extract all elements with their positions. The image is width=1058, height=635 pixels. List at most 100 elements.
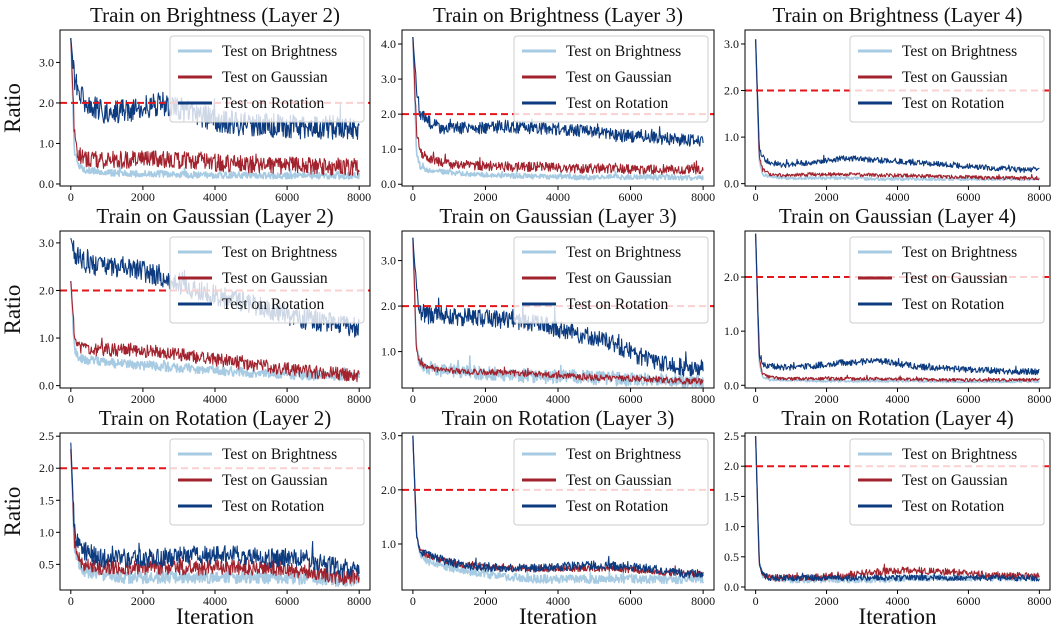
legend-label: Test on Gaussian [902, 472, 1008, 489]
y-tick-label: 3.0 [381, 72, 396, 86]
x-tick-label: 0 [68, 392, 74, 406]
subplot: Train on Gaussian (Layer 4) 0 2000 4000 6000… [724, 204, 1051, 406]
x-tick-label: 0 [753, 594, 759, 608]
series-group [412, 237, 704, 388]
x-tick-label: 8000 [1027, 392, 1051, 406]
x-tick-label: 4000 [546, 594, 570, 608]
legend-label: Test on Gaussian [566, 69, 672, 86]
series-line-brightness [70, 38, 360, 180]
y-tick-label: 1.0 [724, 130, 739, 144]
legend-label: Test on Gaussian [566, 270, 672, 287]
y-tick-label: 2.5 [724, 429, 739, 443]
legend: Test on Brightness Test on Gaussian Test o… [169, 438, 365, 526]
series-line-brightness [412, 435, 704, 585]
subplot: Train on Brightness (Layer 4) 0 2000 4000 60… [724, 3, 1051, 204]
x-tick-label: 6000 [619, 392, 643, 406]
x-tick-label: 4000 [546, 392, 570, 406]
x-tick-label: 2000 [815, 594, 839, 608]
x-tick-label: 4000 [203, 190, 227, 204]
y-tick-label: 2.0 [724, 84, 739, 98]
legend: Test on Brightness Test on Gaussian Test o… [513, 35, 709, 123]
y-tick-label: 0.0 [724, 177, 739, 191]
x-tick-label: 2000 [473, 392, 497, 406]
x-axis-label: Iteration [859, 604, 937, 629]
x-axis-label: Iteration [519, 604, 597, 629]
legend-label: Test on Rotation [222, 498, 324, 515]
y-tick-label: 1.0 [381, 345, 396, 359]
y-axis-label: Ratio [0, 285, 25, 335]
legend-label: Test on Gaussian [566, 472, 672, 489]
legend-box [169, 438, 365, 526]
legend-label: Test on Rotation [902, 296, 1004, 313]
x-tick-label: 2000 [131, 392, 155, 406]
y-tick-label: 3.0 [39, 55, 54, 69]
series-line-rotation [755, 435, 1040, 582]
series-line-brightness [412, 237, 704, 388]
subplot-title: Train on Rotation (Layer 4) [781, 406, 1014, 430]
x-tick-label: 2000 [815, 392, 839, 406]
subplot-title: Train on Rotation (Layer 3) [442, 406, 675, 430]
x-tick-label: 6000 [956, 392, 980, 406]
y-tick-label: 2.0 [381, 107, 396, 121]
y-tick-label: 2.0 [724, 459, 739, 473]
x-tick-label: 0 [753, 190, 759, 204]
series-line-rotation [70, 442, 360, 578]
y-tick-label: 2.0 [39, 96, 54, 110]
x-tick-label: 6000 [619, 594, 643, 608]
y-tick-label: 3.0 [724, 37, 739, 51]
x-tick-label: 8000 [691, 392, 715, 406]
legend-label: Test on Rotation [222, 296, 324, 313]
series-line-gaussian [755, 39, 1040, 181]
y-tick-label: 2.0 [381, 299, 396, 313]
x-tick-label: 2000 [131, 594, 155, 608]
series-line-gaussian [412, 36, 704, 175]
legend: Test on Brightness Test on Gaussian Test o… [513, 438, 709, 526]
x-tick-label: 8000 [1027, 190, 1051, 204]
series-group [754, 39, 1040, 182]
series-line-brightness [754, 233, 1040, 384]
subplot-title: Train on Brightness (Layer 3) [433, 3, 683, 27]
series-line-rotation [412, 237, 704, 377]
x-tick-label: 4000 [886, 190, 910, 204]
y-tick-label: 2.0 [39, 283, 54, 297]
legend-label: Test on Brightness [566, 43, 681, 60]
x-tick-label: 6000 [275, 594, 299, 608]
legend-box [849, 35, 1045, 123]
legend-label: Test on Brightness [902, 446, 1017, 463]
legend: Test on Brightness Test on Gaussian Test o… [849, 35, 1045, 123]
x-tick-label: 2000 [815, 190, 839, 204]
series-group [70, 442, 360, 587]
x-tick-label: 6000 [956, 594, 980, 608]
x-tick-label: 2000 [473, 594, 497, 608]
series-line-gaussian [70, 38, 360, 177]
subplot: Train on Rotation (Layer 2) Ratio Iteratio… [0, 406, 371, 629]
y-axis-label: Ratio [0, 83, 25, 133]
legend-label: Test on Gaussian [902, 270, 1008, 287]
y-tick-label: 0.0 [724, 378, 739, 392]
x-tick-label: 4000 [546, 190, 570, 204]
legend-label: Test on Rotation [902, 498, 1004, 515]
legend-box [513, 35, 709, 123]
y-tick-label: 0.5 [39, 557, 54, 571]
subplot-title: Train on Gaussian (Layer 4) [779, 204, 1016, 228]
y-tick-label: 2.0 [724, 270, 739, 284]
legend-label: Test on Gaussian [222, 270, 328, 287]
y-tick-label: 2.0 [381, 483, 396, 497]
y-tick-label: 2.5 [39, 429, 54, 443]
y-tick-label: 3.0 [39, 236, 54, 250]
legend: Test on Brightness Test on Gaussian Test o… [849, 236, 1045, 324]
legend-label: Test on Gaussian [222, 472, 328, 489]
subplot: Train on Gaussian (Layer 2) Ratio 0 2000 400… [0, 204, 371, 406]
y-tick-label: 0.0 [39, 177, 54, 191]
legend-label: Test on Gaussian [222, 69, 328, 86]
x-tick-label: 8000 [691, 190, 715, 204]
x-tick-label: 8000 [347, 392, 371, 406]
series-line-brightness [70, 280, 360, 382]
legend-box [849, 236, 1045, 324]
y-tick-label: 3.0 [381, 429, 396, 443]
series-line-brightness [412, 36, 704, 181]
legend-label: Test on Rotation [222, 95, 324, 112]
series-group [754, 435, 1041, 584]
subplot: Train on Gaussian (Layer 3) 0 2000 4000 6000… [381, 204, 715, 406]
y-tick-label: 2.0 [39, 461, 54, 475]
